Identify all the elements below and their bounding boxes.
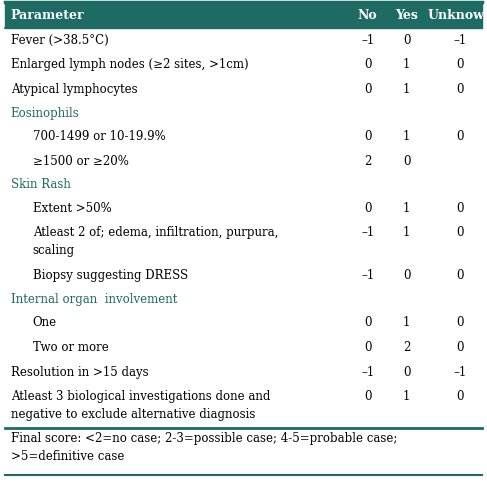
Text: 0: 0 <box>364 341 372 354</box>
Text: Enlarged lymph nodes (≥2 sites, >1cm): Enlarged lymph nodes (≥2 sites, >1cm) <box>11 58 248 71</box>
Text: Parameter: Parameter <box>11 9 84 22</box>
Text: 0: 0 <box>456 316 464 329</box>
Text: –1: –1 <box>361 270 375 283</box>
Text: 1: 1 <box>403 58 411 71</box>
Text: 0: 0 <box>456 58 464 71</box>
Text: 1: 1 <box>403 201 411 214</box>
Text: 1: 1 <box>403 390 411 403</box>
Bar <box>5 2 482 28</box>
Text: One: One <box>33 316 57 329</box>
Text: Atypical lymphocytes: Atypical lymphocytes <box>11 83 137 96</box>
Text: 0: 0 <box>364 130 372 143</box>
Text: Extent >50%: Extent >50% <box>33 201 112 214</box>
Text: 0: 0 <box>403 366 411 379</box>
Text: Two or more: Two or more <box>33 341 109 354</box>
Text: 0: 0 <box>364 58 372 71</box>
Text: –1: –1 <box>361 226 375 239</box>
Text: 0: 0 <box>456 270 464 283</box>
Text: Unknown: Unknown <box>427 9 487 22</box>
Text: Internal organ  involvement: Internal organ involvement <box>11 293 177 306</box>
Text: ≥1500 or ≥20%: ≥1500 or ≥20% <box>33 155 129 168</box>
Text: 2: 2 <box>364 155 372 168</box>
Text: 0: 0 <box>456 83 464 96</box>
Text: 1: 1 <box>403 226 411 239</box>
Text: 1: 1 <box>403 83 411 96</box>
Text: 0: 0 <box>456 226 464 239</box>
Text: 0: 0 <box>364 83 372 96</box>
Text: Skin Rash: Skin Rash <box>11 178 71 191</box>
Text: No: No <box>358 9 377 22</box>
Text: 0: 0 <box>456 201 464 214</box>
Text: 0: 0 <box>364 390 372 403</box>
Text: Yes: Yes <box>395 9 418 22</box>
Text: –1: –1 <box>453 33 467 46</box>
Text: –1: –1 <box>361 33 375 46</box>
Text: Resolution in >15 days: Resolution in >15 days <box>11 366 149 379</box>
Text: Atleast 3 biological investigations done and
negative to exclude alternative dia: Atleast 3 biological investigations done… <box>11 390 270 421</box>
Text: 0: 0 <box>364 201 372 214</box>
Text: 2: 2 <box>403 341 411 354</box>
Text: Biopsy suggesting DRESS: Biopsy suggesting DRESS <box>33 270 188 283</box>
Text: 1: 1 <box>403 130 411 143</box>
Text: 700-1499 or 10-19.9%: 700-1499 or 10-19.9% <box>33 130 166 143</box>
Text: 1: 1 <box>403 316 411 329</box>
Text: 0: 0 <box>456 390 464 403</box>
Text: Final score: <2=no case; 2-3=possible case; 4-5=probable case;
>5=definitive cas: Final score: <2=no case; 2-3=possible ca… <box>11 432 397 463</box>
Text: 0: 0 <box>403 270 411 283</box>
Text: 0: 0 <box>456 130 464 143</box>
Text: 0: 0 <box>403 33 411 46</box>
Text: 0: 0 <box>403 155 411 168</box>
Text: –1: –1 <box>453 366 467 379</box>
Text: –1: –1 <box>361 366 375 379</box>
Text: 0: 0 <box>364 316 372 329</box>
Text: 0: 0 <box>456 341 464 354</box>
Text: Eosinophils: Eosinophils <box>11 107 79 119</box>
Text: Fever (>38.5°C): Fever (>38.5°C) <box>11 33 109 46</box>
Text: Atleast 2 of; edema, infiltration, purpura,
scaling: Atleast 2 of; edema, infiltration, purpu… <box>33 226 278 256</box>
